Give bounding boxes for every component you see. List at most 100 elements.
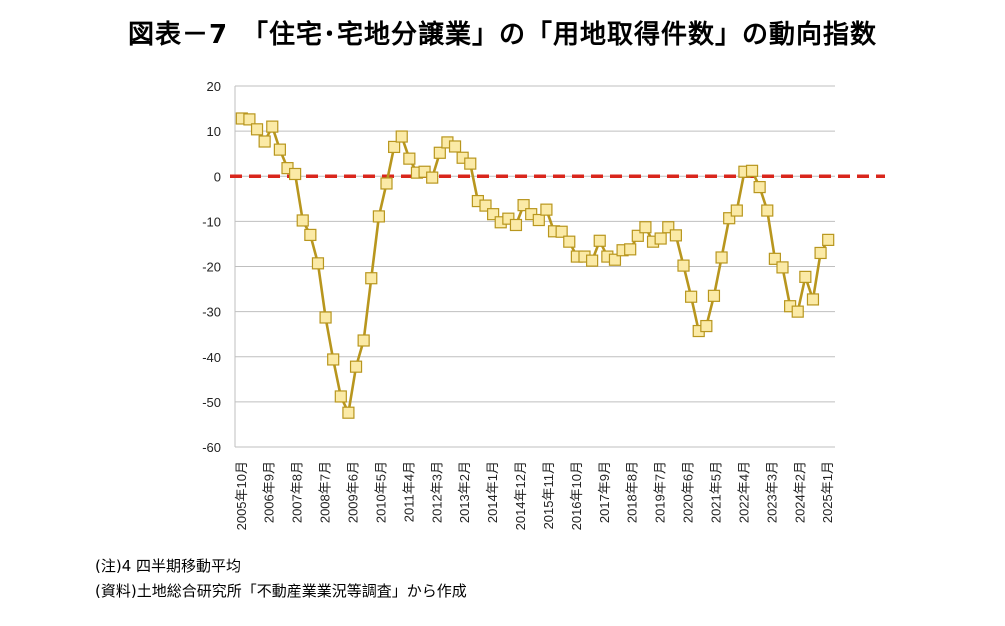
data-point-marker: [761, 204, 774, 217]
x-tick-label: 2014年1月: [485, 461, 500, 523]
x-tick-label: 2020年6月: [681, 461, 696, 523]
x-tick-label: 2019年7月: [653, 461, 668, 523]
data-point-marker: [395, 130, 408, 143]
y-tick-label: -30: [202, 305, 221, 320]
data-point-marker: [745, 164, 759, 177]
y-tick-label: -50: [202, 395, 221, 410]
data-point-marker: [502, 212, 515, 225]
data-point-marker: [365, 272, 378, 285]
data-point-marker: [700, 319, 713, 333]
data-point-marker: [799, 270, 812, 283]
data-point-marker: [433, 146, 446, 159]
data-point-marker: [380, 177, 393, 190]
data-point-marker: [388, 140, 401, 154]
data-point-marker: [403, 152, 416, 165]
data-point-marker: [258, 135, 271, 148]
data-point-marker: [342, 406, 355, 419]
data-point-marker: [669, 229, 682, 242]
data-point-marker: [685, 290, 698, 303]
data-point-marker: [730, 204, 743, 217]
y-tick-label: -10: [202, 214, 221, 229]
y-tick-label: 20: [207, 79, 221, 94]
data-point-marker: [296, 214, 309, 227]
data-point-marker: [768, 252, 781, 265]
x-tick-label: 2016年10月: [569, 461, 584, 530]
x-tick-label: 2007年8月: [290, 461, 305, 523]
x-tick-label: 2014年12月: [513, 461, 528, 530]
data-point-marker: [372, 210, 385, 223]
data-point-marker: [593, 234, 606, 247]
data-point-marker: [624, 243, 637, 256]
x-tick-label: 2011年4月: [401, 461, 416, 522]
data-point-marker: [464, 157, 477, 170]
x-tick-label: 2009年6月: [346, 461, 361, 523]
data-point-marker: [586, 254, 599, 267]
data-point-marker: [723, 212, 736, 225]
x-tick-label: 2022年4月: [736, 461, 751, 523]
y-tick-label: -40: [202, 350, 221, 365]
data-point-marker: [532, 213, 545, 227]
data-point-marker: [555, 225, 568, 238]
series-line: [241, 117, 830, 415]
x-tick-label: 2012年3月: [429, 461, 444, 523]
data-point-marker: [357, 334, 370, 347]
y-tick-label: -60: [202, 440, 221, 455]
data-point-marker: [448, 140, 462, 153]
data-point-marker: [250, 123, 264, 136]
data-point-marker: [311, 257, 325, 270]
data-point-marker: [677, 259, 690, 272]
data-point-marker: [707, 289, 721, 302]
y-tick-label: -20: [202, 260, 221, 275]
data-point-marker: [327, 353, 340, 366]
chart-title: 図表－7 「住宅･宅地分譲業」の「用地取得件数」の動向指数: [127, 20, 878, 50]
x-tick-label: 2023年3月: [764, 461, 779, 523]
x-tick-label: 2017年9月: [597, 461, 612, 523]
data-point-marker: [349, 360, 363, 373]
data-point-marker: [806, 293, 820, 306]
footnote-source: (資料)土地総合研究所「不動産業業況等調査」から作成: [95, 582, 467, 600]
data-point-marker: [631, 229, 644, 242]
data-point-marker: [639, 221, 652, 234]
data-point-marker: [563, 235, 576, 248]
data-point-marker: [289, 167, 302, 181]
data-point-marker: [517, 199, 530, 212]
footnote-note: (注)4 四半期移動平均: [95, 557, 242, 575]
x-tick-label: 2015年11月: [541, 461, 556, 529]
x-tick-label: 2008年7月: [318, 461, 333, 523]
data-point-marker: [715, 251, 728, 264]
data-point-marker: [540, 203, 553, 216]
data-point-marker: [426, 171, 439, 184]
y-tick-label: 10: [207, 124, 221, 139]
data-point-marker: [479, 199, 492, 212]
data-point-marker: [776, 261, 789, 274]
data-point-marker: [334, 390, 347, 403]
data-point-marker: [509, 218, 523, 232]
x-tick-label: 2018年8月: [625, 461, 640, 523]
data-point-marker: [814, 246, 827, 260]
data-point-marker: [243, 113, 256, 126]
x-tick-label: 2006年9月: [262, 461, 277, 523]
series-layer: [235, 112, 835, 419]
data-point-marker: [791, 305, 804, 318]
data-point-marker: [654, 232, 667, 245]
x-tick-label: 2005年10月: [234, 461, 249, 530]
data-point-marker: [266, 120, 279, 133]
y-axis-tick-labels: 20 10 0 -10 -20 -30 -40 -50 -60: [202, 79, 221, 455]
x-tick-label: 2024年2月: [792, 461, 807, 523]
x-axis-tick-labels: 2005年10月 2006年9月 2007年8月 2008年7月 2009年6月 2010…: [234, 461, 835, 530]
data-point-marker: [753, 180, 766, 194]
x-tick-label: 2021年5月: [709, 461, 724, 523]
data-point-marker: [273, 143, 286, 156]
data-point-marker: [662, 221, 675, 234]
y-tick-label: 0: [214, 169, 221, 184]
data-point-marker: [822, 233, 835, 246]
grid-layer: [234, 85, 835, 448]
x-tick-label: 2025年1月: [820, 461, 835, 523]
x-tick-label: 2013年2月: [457, 461, 472, 523]
data-point-marker: [304, 228, 317, 242]
data-point-marker: [608, 253, 622, 266]
data-point-marker: [487, 208, 500, 221]
data-point-marker: [319, 311, 332, 324]
x-tick-label: 2010年5月: [373, 461, 388, 523]
